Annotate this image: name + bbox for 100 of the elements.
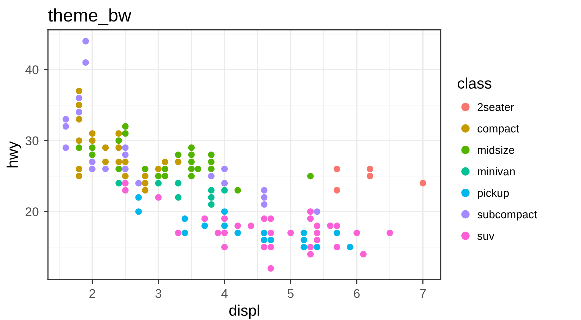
point <box>314 236 321 244</box>
point <box>307 208 314 216</box>
point <box>234 230 242 236</box>
point <box>142 187 149 194</box>
chart-title: theme_bw <box>48 8 132 26</box>
point <box>195 166 202 172</box>
point <box>347 244 354 251</box>
point <box>76 173 83 180</box>
y-tick-label: 20 <box>26 208 39 216</box>
point <box>366 166 374 172</box>
point <box>268 236 274 244</box>
point <box>307 244 314 251</box>
x-tick-label: 2 <box>90 289 96 298</box>
point <box>288 230 294 236</box>
point <box>116 158 122 166</box>
point <box>136 194 142 201</box>
point <box>122 123 129 130</box>
point <box>222 244 228 251</box>
point <box>268 265 274 272</box>
point <box>122 152 129 158</box>
point <box>175 194 182 201</box>
point <box>261 216 268 222</box>
point <box>116 166 122 172</box>
point <box>76 102 83 109</box>
legend-label: pickup <box>478 188 510 200</box>
point <box>222 216 228 222</box>
point <box>142 180 149 187</box>
legend-label: suv <box>478 234 495 240</box>
point <box>208 158 215 166</box>
point <box>122 166 129 172</box>
point <box>300 236 308 244</box>
point <box>261 236 268 244</box>
point <box>89 138 96 144</box>
point <box>208 152 215 158</box>
legend-label: midsize <box>478 146 515 154</box>
point <box>89 166 96 172</box>
point <box>188 152 195 158</box>
point <box>116 138 122 144</box>
point <box>175 158 182 166</box>
x-tick-label: 7 <box>420 289 426 298</box>
point <box>155 180 162 187</box>
point <box>208 201 215 208</box>
x-tick-label: 5 <box>288 289 294 298</box>
point <box>248 222 254 230</box>
point <box>208 166 215 172</box>
point <box>202 222 208 230</box>
point <box>122 130 129 137</box>
point <box>327 222 334 230</box>
point <box>76 144 83 152</box>
point <box>222 208 228 216</box>
point <box>182 230 188 236</box>
point <box>102 144 110 152</box>
point <box>89 144 96 152</box>
point <box>202 216 208 222</box>
point <box>162 166 169 172</box>
point <box>155 173 162 180</box>
point <box>62 144 70 152</box>
point <box>300 230 308 236</box>
point <box>122 144 129 152</box>
point <box>116 180 122 187</box>
point <box>360 251 367 258</box>
point <box>175 230 182 236</box>
point <box>175 180 182 187</box>
point <box>307 216 314 222</box>
point <box>89 130 96 137</box>
point <box>222 230 228 236</box>
point <box>142 173 149 180</box>
point <box>62 123 70 130</box>
point <box>334 187 340 194</box>
point <box>182 216 188 222</box>
legend-label: compact <box>478 125 520 135</box>
point <box>314 244 321 251</box>
point <box>89 158 96 166</box>
point <box>136 208 142 216</box>
point <box>261 201 268 208</box>
point <box>307 251 314 258</box>
point <box>222 180 228 187</box>
point <box>76 166 83 172</box>
point <box>261 244 268 251</box>
point <box>188 166 195 172</box>
point <box>268 230 274 236</box>
point <box>268 244 274 251</box>
point <box>386 230 394 236</box>
point <box>208 173 215 180</box>
point <box>334 222 340 230</box>
point <box>122 173 129 180</box>
legend-label: minivan <box>478 168 515 176</box>
point <box>122 158 129 166</box>
y-axis-title: hwy <box>6 141 22 168</box>
point <box>214 230 222 236</box>
y-tick-label: 30 <box>26 136 39 146</box>
point <box>122 180 129 187</box>
point <box>82 38 90 45</box>
point <box>116 144 122 152</box>
point <box>102 158 110 166</box>
point <box>222 187 228 194</box>
point <box>62 116 70 123</box>
point <box>314 208 321 216</box>
point <box>162 173 169 180</box>
x-axis-title: displ <box>230 304 260 320</box>
